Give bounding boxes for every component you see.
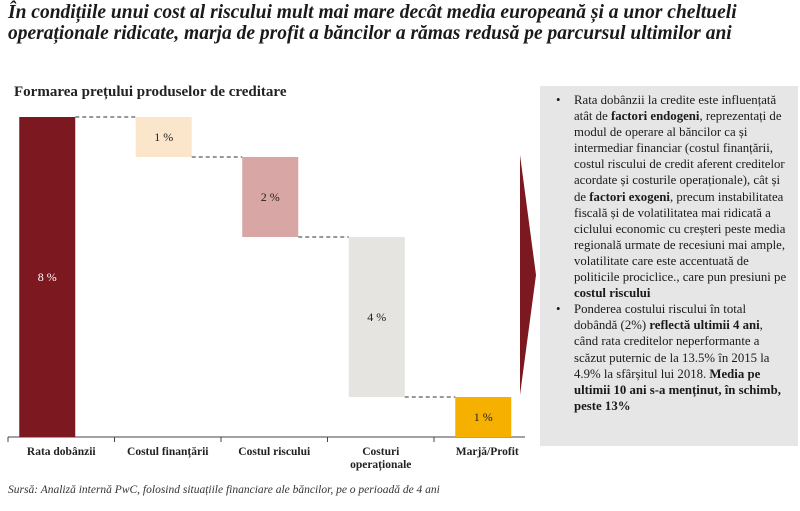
category-label-2: Costul finanțării	[127, 446, 209, 459]
waterfall-chart: 8 % 1 % 2 % 4 % 1 % Rata dobânzii Costul finan…	[7, 116, 525, 472]
category-label-1: Rata dobânzii	[27, 446, 96, 458]
bullet-text: Rata dobânzii la credite este influențat…	[574, 93, 777, 124]
arrow-shape	[520, 155, 536, 395]
chart-title: Formarea prețului produselor de creditar…	[14, 84, 287, 100]
bullet-emphasis: costul riscului	[574, 286, 651, 301]
commentary-panel: • Rata dobânzii la credite este influența…	[540, 86, 798, 446]
bullet-item: • Ponderea costului riscului în total dob…	[546, 301, 790, 414]
bar-2	[135, 117, 192, 157]
bullet-item: • Rata dobânzii la credite este influența…	[546, 92, 790, 301]
bullet-list: • Rata dobânzii la credite este influența…	[546, 92, 790, 414]
bar-3	[242, 157, 299, 237]
data-label-5: 1 %	[474, 410, 493, 424]
arrow-icon	[520, 155, 536, 395]
data-label-1: 8 %	[38, 270, 57, 284]
category-label-4: Costuri operaționale	[350, 446, 411, 472]
bullet-text: , precum instabilitatea fiscală și de vo…	[574, 189, 787, 285]
bullet-text: Ponderea costului riscului în total dobâ…	[574, 302, 747, 333]
data-label-3: 2 %	[261, 190, 280, 204]
bullet-emphasis: Media pe ultimii 10 ani s-a menținut, în…	[574, 366, 781, 413]
bullet-icon: •	[556, 302, 561, 317]
bullet-text: , când rata creditelor neperformante a s…	[574, 318, 770, 381]
bar-5	[455, 397, 512, 437]
data-label-2: 1 %	[154, 130, 173, 144]
bullet-emphasis: factori endogeni	[610, 109, 700, 124]
bullet-text: , reprezentați de modul de operare al bă…	[574, 109, 785, 204]
bar-4	[348, 237, 405, 397]
bar-1	[19, 117, 76, 437]
headline: În condițiile unui cost al riscului mult…	[8, 2, 737, 44]
bullet-icon: •	[556, 93, 561, 107]
source-note: Sursă: Analiză internă PwC, folosind sit…	[8, 484, 440, 496]
data-label-4: 4 %	[367, 310, 386, 324]
bullet-emphasis: reflectă ultimii 4 ani	[649, 318, 760, 333]
bullet-emphasis: factori exogeni	[589, 189, 670, 204]
category-label-3: Costul riscului	[238, 446, 311, 458]
category-label-5: Marjă/Profit	[456, 446, 519, 458]
